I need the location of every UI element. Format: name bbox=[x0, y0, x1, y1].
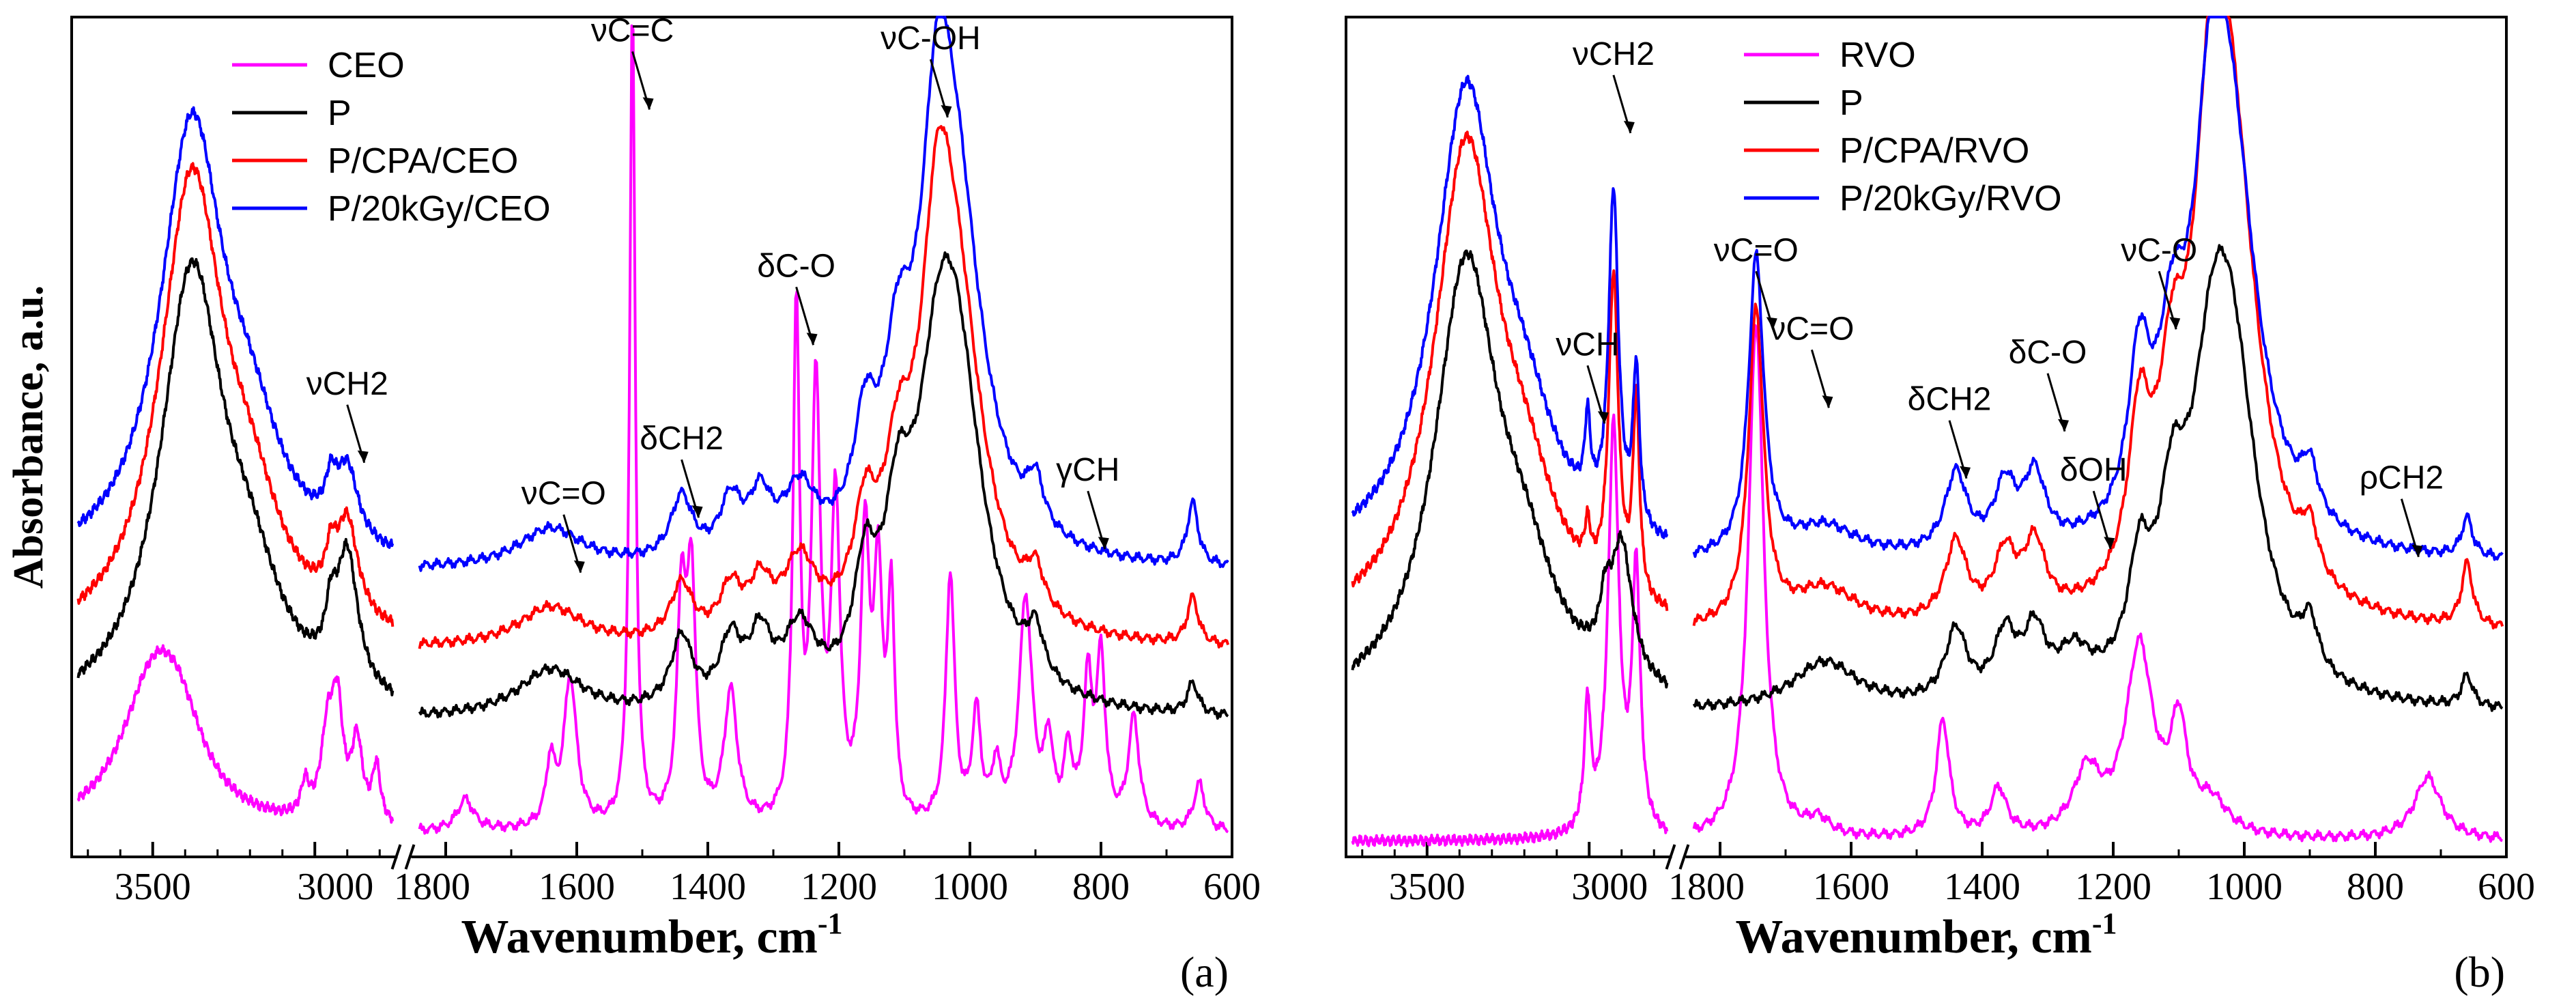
x-tick-label: 1200 bbox=[2075, 866, 2151, 908]
x-tick-label: 800 bbox=[1072, 866, 1130, 908]
peak-annotation: δCH2 bbox=[640, 421, 724, 457]
axis-break-mark bbox=[404, 844, 416, 870]
series-line bbox=[1692, 16, 2504, 630]
legend-entry: P/20kGy/CEO bbox=[328, 189, 551, 229]
panel-a: 3500 1600 1400 1200 1000 800 600 3000 1800Wavenu… bbox=[5, 12, 1261, 996]
series-line bbox=[418, 251, 1229, 720]
x-tick-label: 600 bbox=[2478, 866, 2535, 908]
x-tick-label: 1000 bbox=[2206, 866, 2282, 908]
x-tick-label: 600 bbox=[1203, 866, 1261, 908]
plot-frame bbox=[70, 16, 1233, 858]
peak-annotation: δOH bbox=[2060, 452, 2128, 488]
annotation-arrowhead bbox=[806, 333, 818, 345]
annotation-arrowhead bbox=[2412, 544, 2423, 557]
x-tick-label: 1600 bbox=[539, 866, 615, 908]
series-P/CPA/RVO bbox=[1351, 16, 2504, 630]
annotation-arrowhead bbox=[1960, 466, 1971, 479]
peak-annotation: νC=O bbox=[521, 476, 606, 512]
legend-entry: P/CPA/CEO bbox=[328, 141, 518, 181]
x-tick-label: 1400 bbox=[1944, 866, 2020, 908]
annotation-arrowhead bbox=[2169, 317, 2181, 330]
annotation-arrowhead bbox=[357, 450, 369, 463]
annotation-arrowhead bbox=[642, 97, 654, 110]
series-line bbox=[418, 16, 1229, 572]
peak-annotation: νC=O bbox=[1714, 232, 1799, 268]
annotation-arrowhead bbox=[2104, 537, 2115, 550]
panel-label: (a) bbox=[1180, 948, 1229, 996]
panel-label: (b) bbox=[2454, 948, 2505, 996]
legend-entry: P bbox=[328, 94, 352, 133]
annotation-arrowhead bbox=[573, 560, 585, 573]
annotation-arrowhead bbox=[1597, 411, 1609, 424]
series-P/CPA/CEO bbox=[76, 125, 1230, 649]
series-line bbox=[1692, 324, 2503, 843]
legend-entry: CEO bbox=[328, 46, 405, 85]
x-axis-title: Wavenumber, cm-1 bbox=[1735, 907, 2117, 963]
series-line bbox=[1351, 413, 1669, 848]
panel-b: 3500 1600 1400 1200 1000 800 600 3000 1800Wavenu… bbox=[1345, 16, 2535, 996]
x-tick-label: 1800 bbox=[1668, 866, 1745, 908]
series-line bbox=[1692, 244, 2504, 712]
peak-annotation: νCH2 bbox=[1573, 36, 1655, 72]
x-tick-label: 1800 bbox=[394, 866, 470, 908]
x-tick-label: 1400 bbox=[670, 866, 746, 908]
peak-annotation: δC-O bbox=[2009, 335, 2087, 371]
y-axis-title: Absorbance, a.u. bbox=[5, 285, 52, 589]
x-tick-label: 800 bbox=[2347, 866, 2404, 908]
peak-annotation: δC-O bbox=[757, 248, 835, 284]
series-line bbox=[418, 24, 1229, 835]
series-P bbox=[1351, 244, 2504, 712]
series-CEO bbox=[76, 24, 1229, 835]
axis-break-mark bbox=[390, 844, 402, 870]
x-tick-label: 3500 bbox=[1389, 866, 1465, 908]
peak-annotation: νC=C bbox=[591, 12, 674, 48]
series-RVO bbox=[1351, 324, 2503, 848]
series-line bbox=[76, 106, 395, 549]
x-tick-label: 1600 bbox=[1813, 866, 1889, 908]
annotation-arrowhead bbox=[2058, 419, 2069, 432]
peak-annotation: νC=O bbox=[1769, 311, 1854, 347]
x-tick-label: 3500 bbox=[115, 866, 191, 908]
x-tick-label: 3000 bbox=[297, 866, 373, 908]
peak-annotation: νCH2 bbox=[306, 366, 388, 402]
axis-break-mark bbox=[1678, 844, 1690, 870]
annotation-arrowhead bbox=[1098, 537, 1109, 550]
peak-annotation: νC-OH bbox=[881, 20, 981, 57]
x-tick-label: 3000 bbox=[1571, 866, 1648, 908]
x-axis-title: Wavenumber, cm-1 bbox=[461, 907, 842, 963]
peak-annotation: νC-O bbox=[2121, 232, 2197, 268]
series-line bbox=[418, 125, 1230, 649]
series-P bbox=[76, 251, 1229, 720]
legend-entry: P bbox=[1840, 83, 1863, 123]
plot-frame bbox=[1345, 16, 2508, 858]
legend-entry: P/CPA/RVO bbox=[1840, 131, 2029, 171]
annotation-arrowhead bbox=[941, 104, 952, 117]
peak-annotation: δCH2 bbox=[1908, 382, 1992, 418]
peak-annotation: γCH bbox=[1056, 452, 1119, 488]
series-line bbox=[1351, 130, 1669, 611]
x-tick-label: 1200 bbox=[801, 866, 877, 908]
series-line bbox=[1351, 249, 1669, 689]
series-line bbox=[76, 162, 395, 627]
series-P/20kGy/RVO bbox=[1351, 16, 2504, 561]
annotation-arrowhead bbox=[1766, 317, 1777, 330]
annotation-arrowhead bbox=[1623, 120, 1635, 133]
x-axis-title-sup: -1 bbox=[2092, 907, 2117, 940]
peak-annotation: νCH bbox=[1556, 326, 1619, 363]
x-axis-title-sup: -1 bbox=[818, 907, 843, 940]
series-line bbox=[76, 644, 395, 824]
peak-annotation: ρCH2 bbox=[2360, 460, 2444, 496]
annotation-arrowhead bbox=[1822, 395, 1833, 408]
legend-entry: P/20kGy/RVO bbox=[1840, 179, 2062, 218]
annotation-arrowhead bbox=[691, 505, 703, 518]
series-line bbox=[1351, 74, 1669, 539]
x-tick-label: 1000 bbox=[932, 866, 1008, 908]
series-line bbox=[76, 257, 395, 696]
legend-entry: RVO bbox=[1840, 36, 1916, 75]
series-P/20kGy/CEO bbox=[76, 16, 1229, 572]
axis-break-mark bbox=[1665, 844, 1676, 870]
